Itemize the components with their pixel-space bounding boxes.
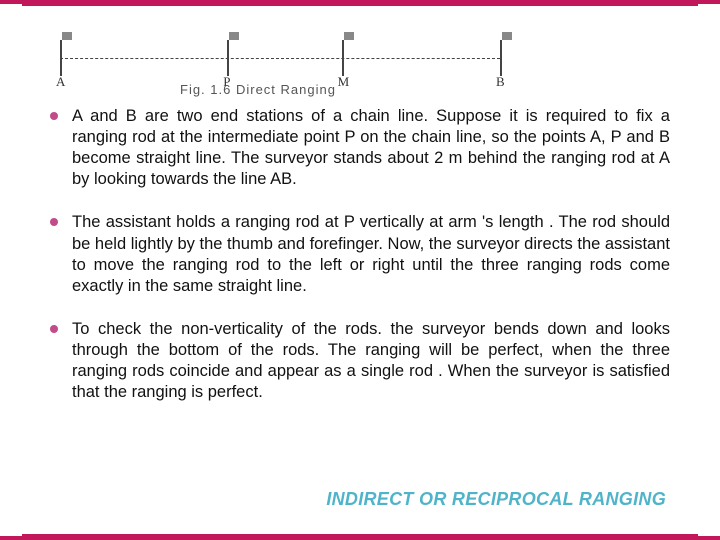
corner-decor <box>0 512 22 538</box>
flag-icon <box>502 32 512 40</box>
ranging-rod-icon <box>500 40 502 76</box>
figure-direct-ranging: APMB <box>60 28 500 88</box>
body-content: A and B are two end stations of a chain … <box>50 106 670 425</box>
station-label: M <box>338 74 350 90</box>
corner-decor <box>0 2 22 28</box>
bullet-text: To check the non-verticality of the rods… <box>72 320 670 401</box>
ranging-rod-icon <box>60 40 62 76</box>
bullet-text: A and B are two end stations of a chain … <box>72 107 670 188</box>
bullet-item: A and B are two end stations of a chain … <box>50 106 670 190</box>
ranging-rod-icon <box>342 40 344 76</box>
bullet-item: The assistant holds a ranging rod at P v… <box>50 212 670 296</box>
station-label: B <box>496 74 505 90</box>
figure-dashed-line <box>60 58 500 59</box>
bullet-item: To check the non-verticality of the rods… <box>50 319 670 403</box>
figure-caption: Fig. 1.6 Direct Ranging <box>180 82 336 97</box>
bullet-text: The assistant holds a ranging rod at P v… <box>72 213 670 294</box>
slide-frame: APMB Fig. 1.6 Direct Ranging A and B are… <box>0 0 720 540</box>
corner-decor <box>698 2 720 28</box>
flag-icon <box>344 32 354 40</box>
flag-icon <box>229 32 239 40</box>
flag-icon <box>62 32 72 40</box>
station-label: A <box>56 74 65 90</box>
corner-decor <box>698 512 720 538</box>
ranging-rod-icon <box>227 40 229 76</box>
footer-title: INDIRECT OR RECIPROCAL RANGING <box>326 489 666 510</box>
